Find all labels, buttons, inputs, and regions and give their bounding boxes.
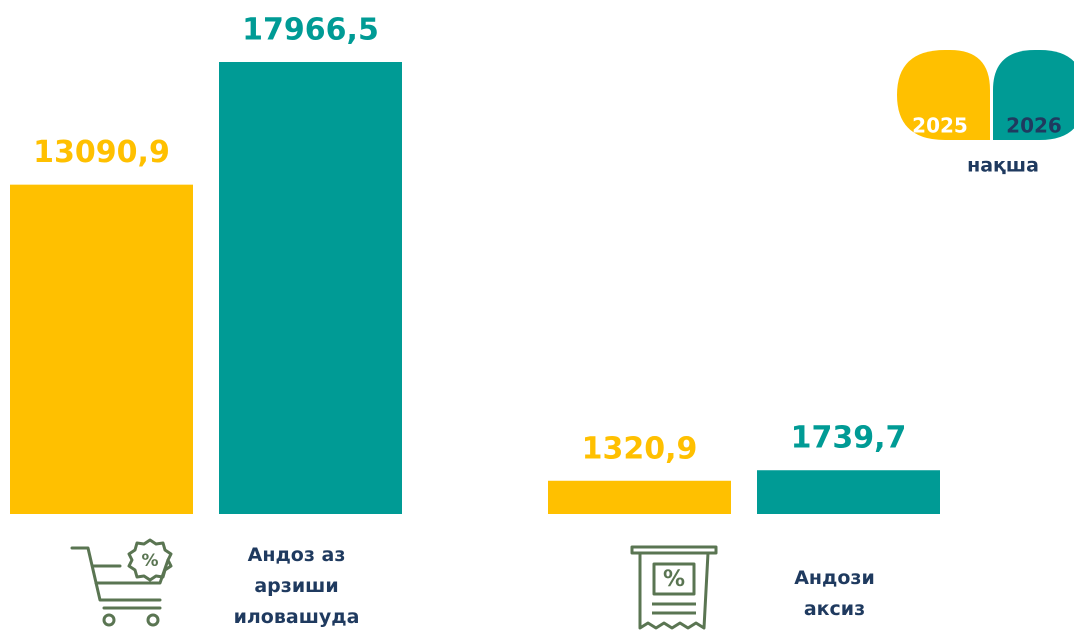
cart-icon: % (70, 538, 173, 627)
value-label: 1739,7 (791, 421, 907, 456)
legend-label: 2026 (1006, 114, 1062, 138)
category-label: Андози аксиз (794, 567, 875, 620)
receipt-icon: % (630, 545, 718, 630)
legend-swatch (897, 50, 990, 140)
value-label: 1320,9 (582, 431, 698, 466)
svg-text:%: % (663, 567, 685, 592)
bar (757, 470, 940, 514)
bar (548, 480, 731, 514)
legend-swatch (993, 50, 1074, 140)
legend-title: нақша (967, 155, 1039, 177)
svg-text:%: % (141, 551, 158, 571)
legend-label: 2025 (912, 114, 968, 138)
value-label: 17966,5 (242, 13, 379, 48)
value-label: 13090,9 (33, 135, 170, 170)
bar (219, 62, 402, 514)
category-label: Андоз аз арзиши иловашуда (233, 544, 360, 628)
bar (10, 184, 193, 514)
